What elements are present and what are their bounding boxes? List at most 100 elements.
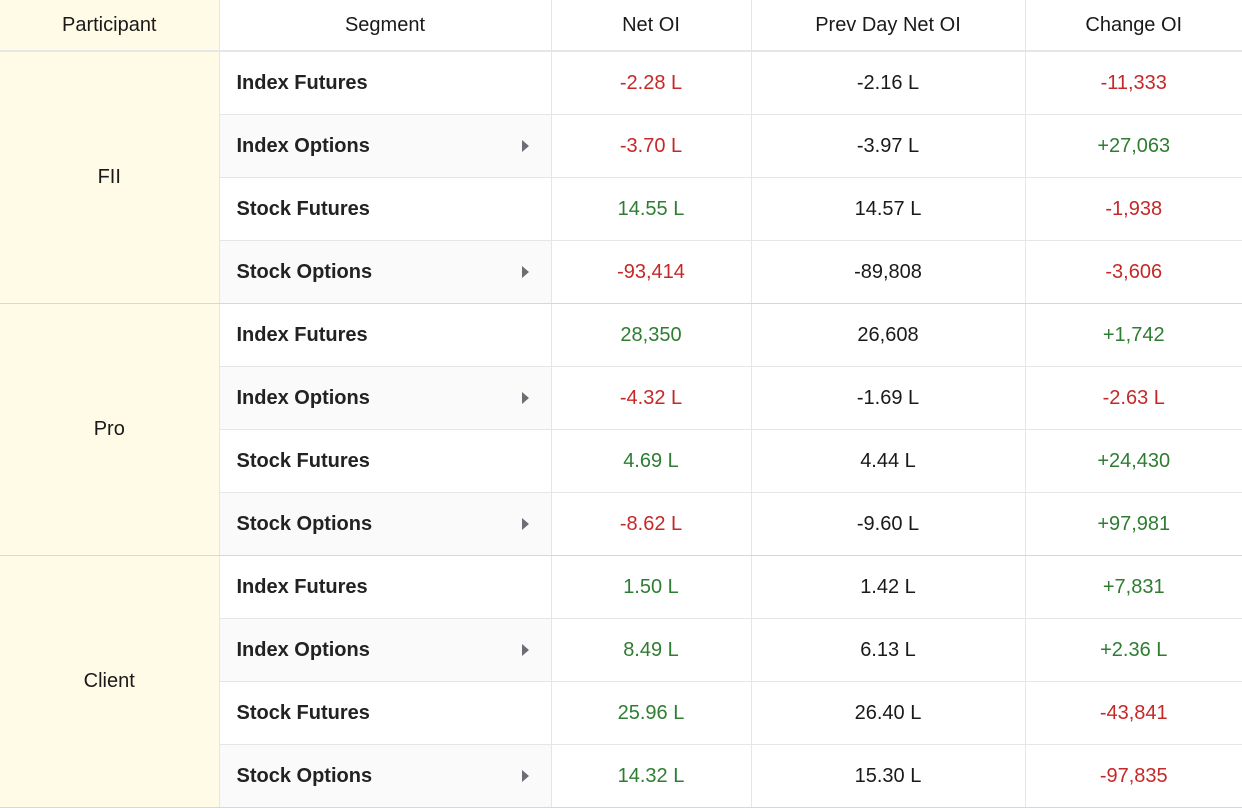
net-oi-cell: 4.69 L <box>550 429 751 493</box>
segment-cell[interactable]: Stock Options <box>218 744 551 808</box>
table-row: Stock Options 14.32 L 15.30 L -97,835 <box>0 744 1242 808</box>
net-oi-cell: 25.96 L <box>550 681 751 745</box>
net-oi-cell: -4.32 L <box>550 366 751 430</box>
change-oi-cell: -11,333 <box>1024 51 1242 115</box>
segment-label: Index Futures <box>236 575 368 598</box>
segment-cell-inner: Stock Options <box>237 765 551 788</box>
net-oi-cell: 1.50 L <box>550 555 751 619</box>
segment-cell-inner: Stock Futures <box>237 702 551 725</box>
header-row: Participant Segment Net OI Prev Day Net … <box>0 0 1242 52</box>
segment-label: Stock Futures <box>236 449 370 472</box>
expand-caret-icon[interactable] <box>521 770 529 782</box>
segment-cell-inner: Index Options <box>237 387 551 410</box>
net-oi-cell: 14.55 L <box>550 177 751 241</box>
prev-day-net-oi-cell: 1.42 L <box>750 555 1025 619</box>
table-header: Participant Segment Net OI Prev Day Net … <box>0 0 1242 52</box>
table-row: Stock Options -93,414 -89,808 -3,606 <box>0 240 1242 304</box>
table-row: Index Options -3.70 L -3.97 L +27,063 <box>0 114 1242 178</box>
expand-caret-icon[interactable] <box>521 518 529 530</box>
table-row: Client Index Futures 1.50 L 1.42 L +7,831 <box>0 555 1242 808</box>
segment-cell: Stock Futures <box>218 429 551 493</box>
participant-cell: Client <box>0 555 219 808</box>
table-row: FII Index Futures -2.28 L -2.16 L -11,333 <box>0 51 1242 304</box>
table-row: Pro Index Futures 28,350 26,608 +1,742 <box>0 303 1242 556</box>
segment-cell: Stock Futures <box>218 681 551 745</box>
segment-cell-inner: Stock Futures <box>237 198 551 221</box>
net-oi-cell: 14.32 L <box>550 744 751 808</box>
header-net-oi[interactable]: Net OI <box>550 0 751 52</box>
net-oi-cell: 28,350 <box>550 303 751 367</box>
table-body: FII Index Futures -2.28 L -2.16 L -11,333 Ind… <box>0 51 1242 808</box>
table-row: Index Options 8.49 L 6.13 L +2.36 L <box>0 618 1242 682</box>
segment-label: Stock Options <box>236 512 373 535</box>
participant-cell: Pro <box>0 303 219 556</box>
change-oi-cell: -3,606 <box>1024 240 1242 304</box>
change-oi-cell: +7,831 <box>1024 555 1242 619</box>
segment-label: Stock Options <box>236 260 373 283</box>
header-change-oi[interactable]: Change OI <box>1024 0 1242 52</box>
change-oi-cell: +2.36 L <box>1024 618 1242 682</box>
segment-cell-inner: Index Options <box>237 135 551 158</box>
prev-day-net-oi-cell: 6.13 L <box>750 618 1025 682</box>
prev-day-net-oi-cell: -3.97 L <box>750 114 1025 178</box>
segment-cell-inner: Index Futures <box>237 576 551 599</box>
segment-label: Stock Futures <box>236 701 370 724</box>
segment-cell[interactable]: Stock Options <box>218 240 551 304</box>
header-segment[interactable]: Segment <box>218 0 551 52</box>
prev-day-net-oi-cell: -1.69 L <box>750 366 1025 430</box>
expand-caret-icon[interactable] <box>521 644 529 656</box>
change-oi-cell: +97,981 <box>1024 492 1242 556</box>
net-oi-cell: -93,414 <box>550 240 751 304</box>
table-row: Stock Futures 25.96 L 26.40 L -43,841 <box>0 681 1242 745</box>
table-row: Stock Futures 4.69 L 4.44 L +24,430 <box>0 429 1242 493</box>
table-row: Index Options -4.32 L -1.69 L -2.63 L <box>0 366 1242 430</box>
net-oi-cell: -2.28 L <box>550 51 751 115</box>
change-oi-cell: -43,841 <box>1024 681 1242 745</box>
net-oi-cell: 8.49 L <box>550 618 751 682</box>
segment-label: Index Futures <box>236 71 368 94</box>
change-oi-cell: -97,835 <box>1024 744 1242 808</box>
expand-caret-icon[interactable] <box>521 140 529 152</box>
segment-label: Index Options <box>236 638 370 661</box>
prev-day-net-oi-cell: -9.60 L <box>750 492 1025 556</box>
net-oi-cell: -8.62 L <box>550 492 751 556</box>
net-oi-cell: -3.70 L <box>550 114 751 178</box>
segment-label: Index Options <box>236 134 370 157</box>
segment-cell-inner: Stock Options <box>237 261 551 284</box>
segment-cell: Index Futures <box>218 303 551 367</box>
prev-day-net-oi-cell: 26.40 L <box>750 681 1025 745</box>
header-participant[interactable]: Participant <box>0 0 219 52</box>
prev-day-net-oi-cell: 15.30 L <box>750 744 1025 808</box>
segment-cell-inner: Stock Futures <box>237 450 551 473</box>
table-row: Stock Futures 14.55 L 14.57 L -1,938 <box>0 177 1242 241</box>
prev-day-net-oi-cell: -89,808 <box>750 240 1025 304</box>
header-prev-day-net-oi[interactable]: Prev Day Net OI <box>750 0 1025 52</box>
change-oi-cell: +24,430 <box>1024 429 1242 493</box>
change-oi-cell: +27,063 <box>1024 114 1242 178</box>
segment-cell: Index Futures <box>218 51 551 115</box>
expand-caret-icon[interactable] <box>521 266 529 278</box>
segment-cell[interactable]: Index Options <box>218 114 551 178</box>
segment-cell-inner: Index Futures <box>237 72 551 95</box>
change-oi-cell: +1,742 <box>1024 303 1242 367</box>
expand-caret-icon[interactable] <box>521 392 529 404</box>
participant-cell: FII <box>0 51 219 304</box>
change-oi-cell: -1,938 <box>1024 177 1242 241</box>
change-oi-cell: -2.63 L <box>1024 366 1242 430</box>
prev-day-net-oi-cell: 14.57 L <box>750 177 1025 241</box>
segment-label: Stock Futures <box>236 197 370 220</box>
prev-day-net-oi-cell: 26,608 <box>750 303 1025 367</box>
segment-cell[interactable]: Index Options <box>218 366 551 430</box>
segment-cell-inner: Stock Options <box>237 513 551 536</box>
segment-label: Stock Options <box>236 764 373 787</box>
segment-cell[interactable]: Index Options <box>218 618 551 682</box>
prev-day-net-oi-cell: -2.16 L <box>750 51 1025 115</box>
segment-cell-inner: Index Futures <box>237 324 551 347</box>
prev-day-net-oi-cell: 4.44 L <box>750 429 1025 493</box>
segment-label: Index Options <box>236 386 370 409</box>
segment-cell[interactable]: Stock Options <box>218 492 551 556</box>
segment-cell: Stock Futures <box>218 177 551 241</box>
segment-cell: Index Futures <box>218 555 551 619</box>
table-row: Stock Options -8.62 L -9.60 L +97,981 <box>0 492 1242 556</box>
